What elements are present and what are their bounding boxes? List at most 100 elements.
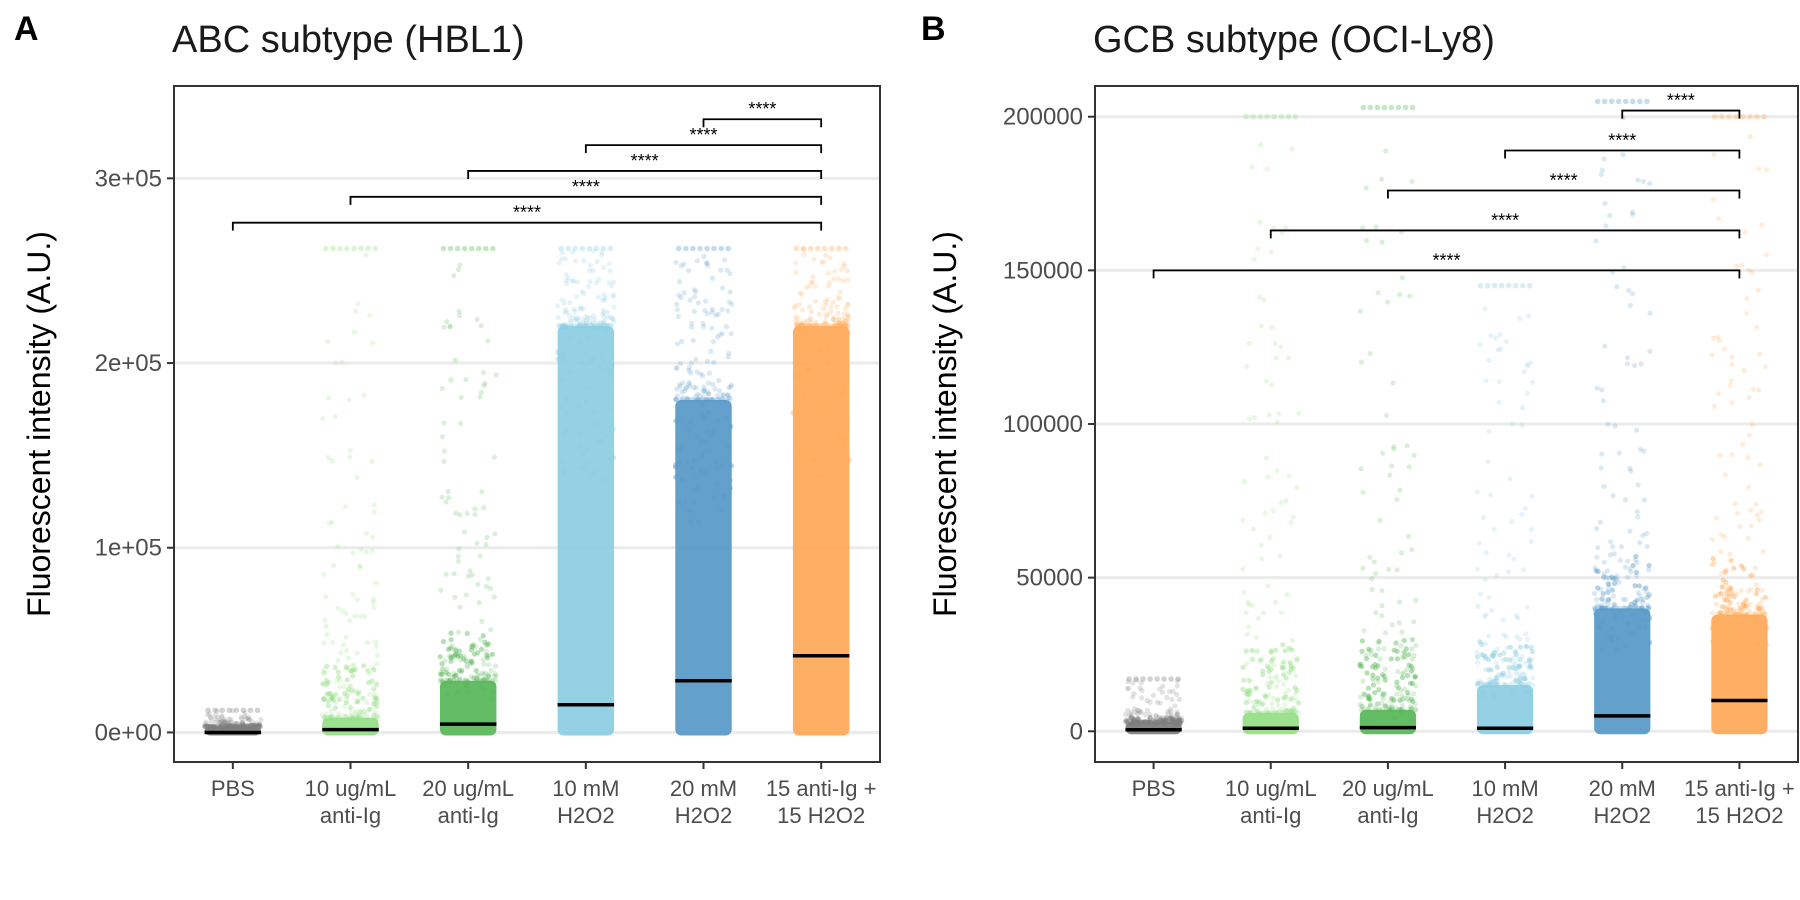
data-point: [1516, 663, 1522, 669]
data-point: [720, 285, 726, 291]
data-point: [323, 717, 329, 723]
data-point: [475, 581, 481, 587]
data-point: [563, 323, 569, 329]
data-point: [672, 462, 679, 468]
data-point: [715, 418, 721, 424]
data-point: [1135, 720, 1141, 727]
data-point: [1167, 716, 1173, 722]
panel-letter: B: [921, 10, 946, 48]
data-point: [333, 691, 339, 698]
data-point: [1138, 709, 1144, 715]
data-point: [1161, 721, 1167, 727]
data-point: [1640, 178, 1646, 184]
data-point: [204, 723, 210, 729]
data-point: [1411, 452, 1417, 458]
data-point: [687, 383, 693, 389]
data-point: [677, 360, 683, 367]
data-point: [801, 322, 807, 328]
data-point: [824, 297, 830, 303]
data-point: [1260, 668, 1266, 674]
data-point: [360, 708, 366, 714]
data-point: [1600, 398, 1607, 404]
data-point: [446, 671, 452, 677]
data-point: [443, 670, 449, 676]
data-point: [1599, 605, 1605, 611]
data-point: [233, 721, 239, 727]
data-point: [1292, 113, 1299, 120]
data-point: [1398, 693, 1405, 699]
data-point: [608, 370, 614, 376]
data-point: [209, 724, 215, 730]
data-point: [1296, 410, 1302, 416]
data-point: [1380, 691, 1386, 697]
data-point: [1162, 719, 1169, 725]
data-point: [1245, 688, 1251, 694]
data-point: [1257, 294, 1263, 300]
data-point: [1267, 534, 1273, 541]
data-point: [1150, 692, 1157, 698]
data-point: [686, 367, 692, 373]
data-point: [1503, 339, 1509, 345]
data-point: [1376, 687, 1382, 693]
data-point: [1160, 683, 1166, 689]
data-point: [1645, 605, 1651, 611]
data-point: [1157, 686, 1163, 692]
data-point: [1387, 707, 1393, 713]
data-point: [245, 723, 251, 729]
data-point: [1646, 567, 1652, 573]
data-point: [1478, 641, 1485, 648]
data-point: [825, 283, 831, 289]
data-point: [1724, 597, 1730, 603]
data-point: [584, 336, 590, 342]
data-point: [350, 715, 356, 721]
data-point: [1412, 701, 1418, 707]
data-point: [335, 715, 341, 721]
data-point: [373, 695, 379, 701]
data-point: [675, 447, 682, 453]
data-point: [451, 646, 457, 653]
data-point: [1263, 455, 1269, 461]
data-point: [1271, 662, 1277, 668]
data-point: [253, 724, 259, 730]
data-point: [448, 655, 454, 661]
data-point: [1745, 535, 1751, 541]
data-point: [559, 351, 565, 358]
data-point: [452, 594, 458, 600]
data-point: [1501, 649, 1507, 656]
data-point: [1367, 350, 1373, 357]
data-point: [1146, 719, 1152, 725]
data-point: [1276, 707, 1282, 714]
data-point: [1512, 649, 1519, 655]
data-point: [1747, 133, 1754, 140]
data-point: [219, 718, 225, 724]
data-point: [1727, 382, 1733, 389]
data-point: [1293, 672, 1299, 679]
data-point: [1716, 611, 1722, 618]
data-point: [1720, 631, 1726, 637]
data-point: [1741, 602, 1747, 609]
data-point: [1246, 602, 1252, 608]
data-point: [1174, 683, 1180, 689]
data-point: [563, 324, 570, 330]
data-point: [589, 471, 595, 477]
data-point: [1171, 719, 1177, 725]
data-point: [1605, 589, 1611, 595]
data-point: [1366, 648, 1372, 654]
data-point: [1381, 673, 1387, 680]
data-point: [1486, 657, 1492, 663]
data-point: [1126, 712, 1132, 718]
data-point: [1254, 708, 1261, 715]
data-point: [1379, 176, 1385, 182]
data-point: [1729, 591, 1735, 598]
data-point: [1176, 719, 1182, 725]
data-point: [1722, 472, 1729, 478]
data-point: [1522, 505, 1528, 512]
data-point: [484, 534, 490, 541]
data-point: [476, 672, 482, 678]
data-point: [372, 639, 379, 645]
data-point: [792, 318, 799, 324]
data-point: [1513, 652, 1519, 658]
y-tick-label: 3e+05: [95, 165, 162, 192]
data-point: [713, 312, 719, 318]
data-point: [239, 722, 245, 728]
